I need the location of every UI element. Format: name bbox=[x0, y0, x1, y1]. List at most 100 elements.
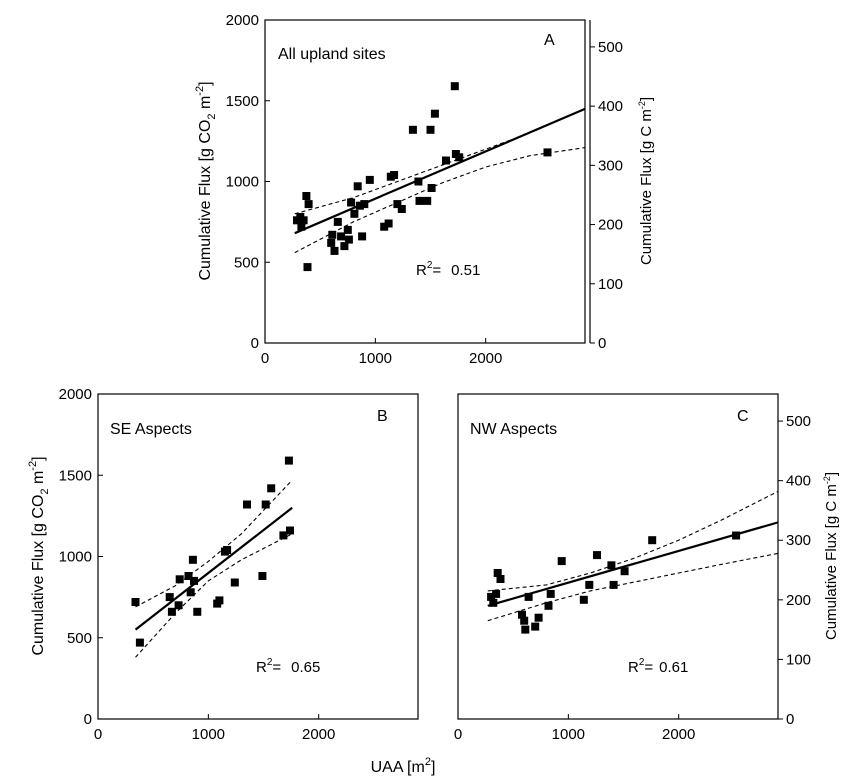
panel-c-y2-tick-label: 0 bbox=[786, 711, 794, 728]
panel-b-y-tick-label: 2000 bbox=[59, 386, 92, 403]
panel-c-data-point bbox=[648, 536, 657, 545]
panel-b-data-point bbox=[190, 576, 198, 585]
r2-equals: = bbox=[272, 659, 281, 676]
panel-b-x-tick-label: 1000 bbox=[192, 726, 225, 743]
panel-a-fit-line bbox=[294, 107, 586, 235]
panel-c-y2-tick-label: 200 bbox=[786, 592, 811, 609]
r2-label: R bbox=[628, 659, 639, 676]
panel-a-data-point bbox=[384, 219, 393, 228]
panel-b-data-point bbox=[186, 588, 195, 597]
panel-c-data-point bbox=[492, 589, 501, 598]
panel-a-plot-frame bbox=[264, 19, 586, 344]
panel-a-data-point bbox=[442, 156, 450, 165]
panel-a-data-point bbox=[415, 196, 424, 205]
panel-a-data-point bbox=[347, 198, 356, 207]
panel-b-data-point bbox=[165, 593, 174, 602]
panel-c-x-tick-label: 2000 bbox=[662, 726, 695, 743]
panel-a-data-point bbox=[423, 196, 432, 205]
panel-b-y-tick-label: 0 bbox=[84, 711, 92, 728]
panel-a-y-tick-label: 0 bbox=[251, 335, 259, 352]
panel-c-title: NW Aspects bbox=[470, 421, 557, 438]
r2-label: R bbox=[416, 262, 427, 279]
panel-a-data-point bbox=[328, 230, 337, 239]
panel-a-data-point bbox=[358, 232, 367, 241]
panel-b-data-point bbox=[167, 607, 176, 616]
panel-a-y-tick-label: 1500 bbox=[226, 93, 259, 110]
panel-c: 0 1000 2000 0 100 200 300 400 500 NW Aspects C R… bbox=[454, 393, 840, 743]
panel-b-ticks: 0 1000 2000 0 500 1000 1500 2000 bbox=[59, 386, 336, 743]
panel-a-data-point bbox=[397, 205, 406, 213]
panel-c-data-point bbox=[521, 625, 530, 634]
panel-a-y2-tick-label: 0 bbox=[598, 335, 606, 352]
panel-b-data-point bbox=[258, 572, 267, 580]
panel-c-fit-line bbox=[487, 521, 779, 607]
panel-a-data-point bbox=[355, 201, 364, 210]
panel-a-title: All upland sites bbox=[278, 46, 386, 63]
panel-c-data-point bbox=[585, 580, 594, 589]
panel-c-data-point bbox=[520, 616, 529, 625]
panel-c-data-point bbox=[593, 551, 601, 560]
panel-c-data-point bbox=[732, 531, 741, 540]
panel-a-y-tick-label: 2000 bbox=[226, 12, 259, 29]
panel-a-data-point bbox=[360, 200, 369, 209]
panel-b-ci-upper-line bbox=[135, 479, 293, 608]
panel-b-data-point bbox=[131, 598, 140, 606]
panel-a-r-squared: R2= 0.51 bbox=[416, 260, 480, 279]
panel-a-y2-tick-label: 300 bbox=[598, 157, 623, 174]
panel-a-y-tick-label: 500 bbox=[234, 254, 259, 271]
r2-superscript: 2 bbox=[267, 657, 273, 668]
panel-a-data-point bbox=[427, 184, 436, 192]
panel-c-y2-tick-label: 100 bbox=[786, 651, 811, 668]
panel-b-r-squared: R2= 0.65 bbox=[256, 657, 320, 676]
panel-a-y2-tick-label: 500 bbox=[598, 39, 623, 56]
r2-value: 0.51 bbox=[451, 262, 480, 279]
panel-a-y2-tick-label: 400 bbox=[598, 98, 623, 115]
panel-a-ci-lower-line bbox=[294, 147, 586, 254]
panel-b-data-point bbox=[230, 578, 239, 587]
panel-b-data-point bbox=[188, 555, 197, 564]
panel-b-data-point bbox=[193, 607, 202, 616]
panel-a-data-point bbox=[390, 171, 399, 179]
panel-b-y-tick-label: 1000 bbox=[59, 549, 92, 566]
panel-b-x-tick-label: 0 bbox=[94, 726, 102, 743]
panel-c-data-point bbox=[557, 557, 566, 566]
panel-a-data-point bbox=[393, 200, 402, 209]
panel-b: 0 1000 2000 0 500 1000 1500 2000 SE Aspects B R… bbox=[27, 386, 419, 743]
panel-a-data-point bbox=[333, 217, 342, 226]
panel-a-y2-tick-label: 200 bbox=[598, 217, 623, 234]
panel-b-label: B bbox=[377, 408, 388, 425]
r2-value: 0.61 bbox=[659, 659, 688, 676]
panel-a-label: A bbox=[544, 32, 555, 49]
panel-a-left-y-axis-title: Cumulative Flux [g CO2 m-2] bbox=[194, 81, 218, 280]
panel-c-right-y-axis-title: Cumulative Flux [g C m-2] bbox=[822, 472, 840, 640]
panel-a-data-point bbox=[302, 192, 311, 200]
panel-c-y2-tick-label: 500 bbox=[786, 413, 811, 430]
panel-b-data-point bbox=[215, 596, 224, 605]
panel-a-data-point bbox=[337, 232, 346, 241]
panel-b-y-tick-label: 500 bbox=[67, 630, 92, 647]
panel-a-data-point bbox=[350, 209, 359, 218]
panel-a-data-point bbox=[340, 242, 349, 251]
panel-a-y-tick-label: 1000 bbox=[226, 174, 259, 191]
panel-c-r-squared: R2= 0.61 bbox=[628, 657, 688, 676]
shared-x-axis-title: UAA [m2] bbox=[371, 756, 436, 776]
panel-a-data-point bbox=[353, 182, 362, 191]
panel-a: 0 1000 2000 0 500 1000 1500 2000 0 100 200 300 400 50… bbox=[194, 12, 655, 367]
panel-c-data-point bbox=[544, 601, 553, 610]
panel-a-ticks: 0 1000 2000 0 500 1000 1500 2000 0 100 200 300 400 50… bbox=[226, 12, 623, 367]
panel-c-data-point bbox=[489, 598, 498, 607]
panel-b-marks bbox=[131, 456, 294, 658]
panel-c-data-point bbox=[496, 575, 505, 583]
panel-c-data-point bbox=[524, 592, 533, 601]
panel-c-data-point bbox=[518, 610, 526, 619]
panel-b-data-point bbox=[175, 575, 184, 584]
panel-c-y2-tick-label: 300 bbox=[786, 532, 811, 549]
panel-c-data-point bbox=[531, 622, 540, 631]
r2-value: 0.65 bbox=[291, 659, 320, 676]
panel-b-data-point bbox=[223, 546, 232, 554]
panel-a-ci-upper-line bbox=[294, 108, 586, 215]
panel-c-ci-lower-line bbox=[487, 552, 779, 622]
r2-superscript: 2 bbox=[639, 657, 645, 668]
panel-c-data-point bbox=[620, 567, 629, 576]
